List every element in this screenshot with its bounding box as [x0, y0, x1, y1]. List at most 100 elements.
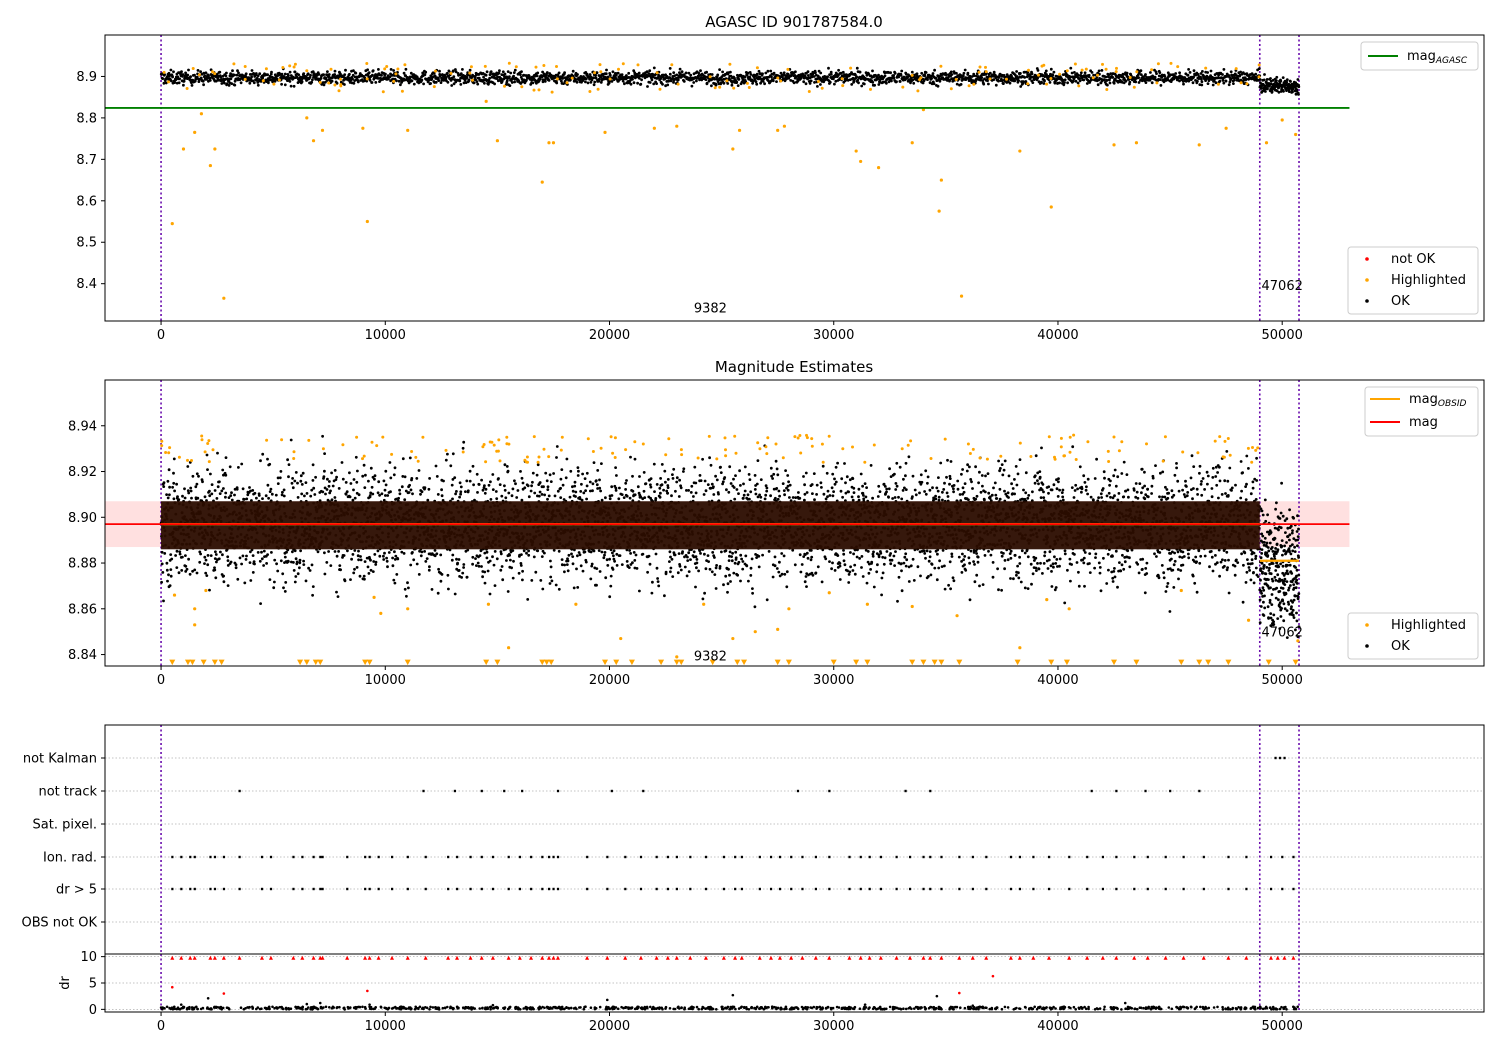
highlighted-point: [1150, 68, 1154, 72]
ok-point: [786, 72, 790, 76]
highlighted-point: [713, 86, 717, 90]
ok-point: [419, 492, 422, 496]
ok-point: [234, 566, 238, 570]
highlighted-point: [972, 82, 976, 86]
ok-point: [1019, 85, 1023, 88]
ok-point: [330, 79, 334, 83]
ok-point: [233, 487, 237, 491]
ok-point: [330, 498, 334, 502]
ok-point: [301, 471, 305, 475]
ok-point: [652, 82, 656, 86]
ok-point: [189, 489, 193, 493]
ok-point: [378, 554, 382, 558]
ok-point: [363, 577, 366, 581]
ok-point: [363, 560, 367, 563]
highlighted-point: [901, 85, 905, 89]
ok-point: [935, 79, 939, 82]
ok-point: [1019, 72, 1022, 75]
highlighted-point: [1101, 62, 1104, 66]
ok-point: [1030, 72, 1034, 76]
ok-point: [286, 560, 290, 563]
ok-point: [304, 481, 308, 484]
ok-point: [233, 493, 236, 497]
ok-point: [175, 549, 179, 553]
highlighted-point: [185, 87, 189, 90]
highlighted-point: [725, 79, 729, 83]
ok-point: [972, 74, 976, 77]
highlighted-point: [1155, 81, 1159, 85]
ok-point: [227, 84, 231, 87]
ok-point: [361, 474, 365, 478]
highlighted-point: [776, 76, 780, 80]
ok-point: [352, 478, 356, 481]
ok-point: [423, 550, 426, 553]
ok-point: [625, 74, 628, 77]
highlighted-point: [162, 70, 166, 74]
ok-point: [608, 73, 612, 77]
ok-point: [173, 81, 177, 84]
highlighted-point: [1027, 68, 1030, 72]
panel-1-title: AGASC ID 901787584.0: [705, 13, 883, 31]
ok-point: [376, 491, 380, 495]
ok-point: [407, 586, 410, 590]
ok-point: [428, 565, 431, 569]
highlighted-point: [1049, 77, 1053, 80]
ok-point: [259, 602, 262, 605]
ok-point: [353, 496, 357, 500]
ok-point: [926, 78, 929, 81]
ok-point: [338, 564, 342, 567]
ok-point: [571, 69, 575, 73]
highlighted-point: [988, 77, 992, 81]
ok-point: [418, 549, 421, 553]
highlighted-point: [807, 90, 811, 93]
ok-point: [401, 475, 405, 478]
ok-point: [611, 70, 615, 74]
ok-point: [235, 73, 239, 77]
x-tick-label: 0: [157, 328, 165, 343]
ok-point: [373, 553, 377, 556]
ok-point: [673, 74, 676, 78]
ok-point: [1178, 79, 1181, 83]
ok-point: [394, 554, 398, 558]
ok-point: [1111, 76, 1115, 79]
ok-point: [491, 555, 494, 559]
ok-point: [327, 484, 331, 488]
ok-point: [1128, 80, 1132, 84]
ok-point: [764, 71, 768, 75]
ok-point: [505, 79, 509, 82]
ok-point: [455, 557, 458, 561]
ok-point: [508, 553, 511, 557]
ok-point: [245, 497, 249, 501]
ok-point: [573, 480, 577, 484]
ok-point: [404, 489, 408, 493]
ok-point: [369, 558, 372, 562]
ok-point: [1139, 73, 1143, 76]
ok-point: [260, 557, 264, 561]
highlighted-point: [1280, 118, 1284, 122]
ok-point: [526, 484, 530, 488]
ok-point: [629, 82, 633, 86]
ok-point: [172, 70, 175, 74]
ok-point: [481, 575, 484, 579]
ok-point: [206, 563, 210, 567]
ok-point: [885, 81, 888, 85]
ok-point: [287, 74, 290, 77]
highlighted-point: [1105, 88, 1109, 91]
ok-point: [1121, 72, 1125, 76]
ok-point: [855, 66, 859, 70]
ok-point: [339, 568, 342, 572]
ok-point: [599, 81, 603, 84]
highlighted-point: [1049, 205, 1053, 209]
highlighted-point: [652, 126, 656, 130]
ok-point: [1285, 89, 1288, 92]
ok-point: [229, 77, 233, 81]
highlighted-point: [400, 89, 404, 93]
ok-point: [499, 568, 503, 572]
ok-point: [392, 578, 396, 582]
ok-point: [577, 551, 581, 554]
ok-point: [314, 475, 317, 479]
ok-point: [160, 562, 164, 566]
ok-point: [248, 561, 252, 564]
ok-point: [488, 73, 492, 77]
ok-point: [1153, 75, 1157, 79]
